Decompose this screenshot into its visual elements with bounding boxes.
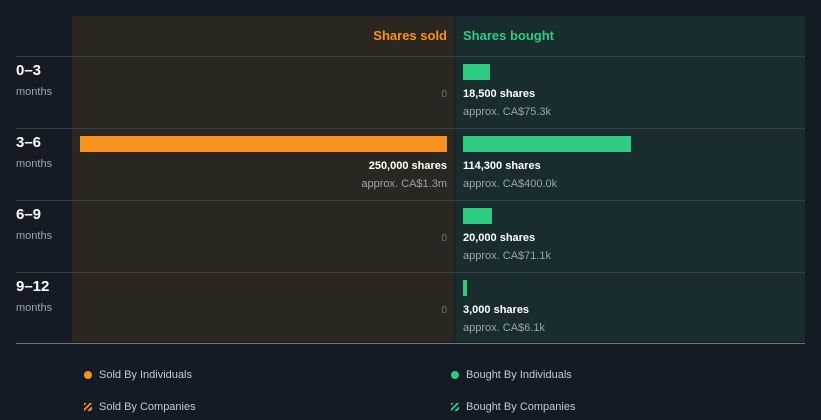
sold-zero-label: 0 xyxy=(441,305,447,316)
period-unit: months xyxy=(16,158,53,170)
period-unit: months xyxy=(16,302,53,314)
sold-bar xyxy=(80,136,447,152)
sold-zero-label: 0 xyxy=(441,89,447,100)
bought-column-panel xyxy=(455,16,805,342)
chart-baseline xyxy=(16,343,805,344)
legend-sold-individuals[interactable]: Sold By Individuals xyxy=(84,369,192,381)
period-unit: months xyxy=(16,86,53,98)
bought-bar xyxy=(463,280,468,296)
green-dot-icon xyxy=(451,371,459,379)
bought-shares-label: 3,000 shares xyxy=(463,304,530,316)
bought-bar xyxy=(463,208,493,224)
period-label: 3–6 xyxy=(16,134,42,151)
bought-shares-label: 18,500 shares xyxy=(463,88,536,100)
bought-approx-value: approx. CA$71.1k xyxy=(463,250,552,262)
sold-shares-label: 250,000 shares xyxy=(368,160,447,172)
bought-approx-value: approx. CA$75.3k xyxy=(463,106,552,118)
bought-bar xyxy=(463,136,631,152)
legend-sold-companies[interactable]: Sold By Companies xyxy=(84,401,196,413)
shares-bought-header: Shares bought xyxy=(463,28,555,43)
row-divider xyxy=(16,200,805,201)
legend-bought-companies[interactable]: Bought By Companies xyxy=(451,401,575,413)
sold-zero-label: 0 xyxy=(441,233,447,244)
legend-label: Sold By Companies xyxy=(99,401,196,413)
bought-approx-value: approx. CA$400.0k xyxy=(463,178,558,190)
legend-bought-individuals[interactable]: Bought By Individuals xyxy=(451,369,572,381)
sold-column-panel xyxy=(72,16,454,342)
row-divider xyxy=(16,128,805,129)
legend-label: Bought By Individuals xyxy=(466,369,572,381)
bought-approx-value: approx. CA$6.1k xyxy=(463,322,545,334)
bought-shares-label: 114,300 shares xyxy=(463,160,541,172)
row-divider xyxy=(16,272,805,273)
period-unit: months xyxy=(16,230,53,242)
bought-shares-label: 20,000 shares xyxy=(463,232,536,244)
row-divider xyxy=(16,56,805,57)
orange-dot-icon xyxy=(84,371,92,379)
sold-approx-value: approx. CA$1.3m xyxy=(361,178,447,190)
legend-label: Bought By Companies xyxy=(466,401,576,413)
period-label: 0–3 xyxy=(16,62,42,79)
period-label: 9–12 xyxy=(16,278,50,295)
bought-bar xyxy=(463,64,491,80)
period-label: 6–9 xyxy=(16,206,42,223)
legend-label: Sold By Individuals xyxy=(99,369,192,381)
green-hatch-icon xyxy=(451,403,459,411)
orange-hatch-icon xyxy=(84,403,92,411)
shares-sold-header: Shares sold xyxy=(373,28,447,43)
